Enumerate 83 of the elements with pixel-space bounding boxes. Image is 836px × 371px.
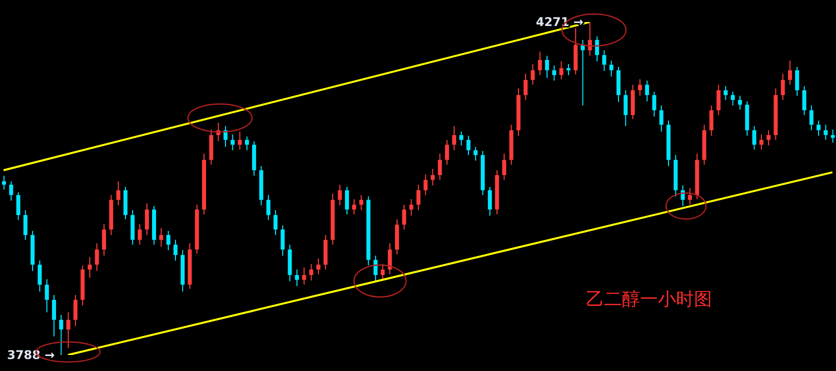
candlestick [374,255,378,282]
candlestick [474,146,478,162]
candlestick [309,263,314,282]
candlestick [173,239,178,262]
candlestick [602,50,606,72]
candlestick [144,202,149,236]
candlestick [159,228,164,248]
candlestick [9,180,14,202]
candlestick [788,60,792,86]
candlestick [238,131,242,150]
candlestick [416,184,420,211]
candlestick [502,153,506,180]
candlestick [138,224,142,246]
candlestick [688,188,692,206]
candlestick [552,64,556,82]
candlestick [380,263,385,282]
candlestick [802,86,806,116]
candlestick [524,73,528,100]
candlestick [538,51,542,76]
candlestick [752,126,756,150]
candlestick [652,91,656,117]
candlestick [244,136,249,151]
candlestick [230,134,235,151]
candlestick [709,104,714,136]
candlestick [816,120,821,136]
candlestick [545,55,550,78]
candlestick [388,242,392,275]
candlestick [759,134,764,150]
candlestick [445,139,450,166]
candlestick [266,194,270,220]
candlestick [809,104,814,131]
candlestick [730,91,735,106]
candlestick [680,184,685,207]
candlestick [344,186,349,215]
candlestick [38,260,42,292]
candlestick [23,210,28,240]
candlestick [409,198,414,216]
candlestick [645,80,650,102]
candlestick [609,60,614,77]
candlestick [352,198,356,215]
candlestick [595,36,600,62]
candlestick [638,78,642,96]
candlestick [452,126,456,151]
text: 乙二醇一小时图 [586,288,712,311]
candlestick [559,60,564,80]
candlestick [780,73,785,100]
candlestick [738,95,742,110]
candlestick [52,294,56,337]
candlestick [88,256,92,278]
candlestick [438,153,442,180]
candlestick [830,129,835,144]
candlestick [294,269,299,287]
candlestick [66,312,70,349]
candlestick [59,314,64,355]
candlestick [359,194,364,211]
candlestick [280,224,285,256]
candlestick [116,180,120,206]
candlestick [716,84,721,116]
candlestick [530,64,535,86]
candlestick [402,204,406,230]
candlestick [466,135,470,156]
candlestick [166,230,170,251]
candlestick [566,64,570,76]
candlestick [424,174,428,196]
candlestick [488,186,492,216]
candlestick [624,90,628,127]
candlestick [94,242,99,272]
candlestick [766,130,771,146]
candlestick [338,184,342,206]
candlestick [659,104,664,132]
candlestick [16,192,20,220]
candlestick [724,86,728,100]
candlestick [430,168,435,186]
candlestick [102,224,106,256]
candlestick [795,66,800,96]
annotation: 3788 → [7,348,55,362]
candlestick [459,131,464,146]
candlestick [73,294,78,327]
candlestick [302,266,306,286]
candlestick [824,124,828,140]
candlestick [44,278,49,313]
candlestick [274,210,278,236]
candlestick [316,258,320,275]
